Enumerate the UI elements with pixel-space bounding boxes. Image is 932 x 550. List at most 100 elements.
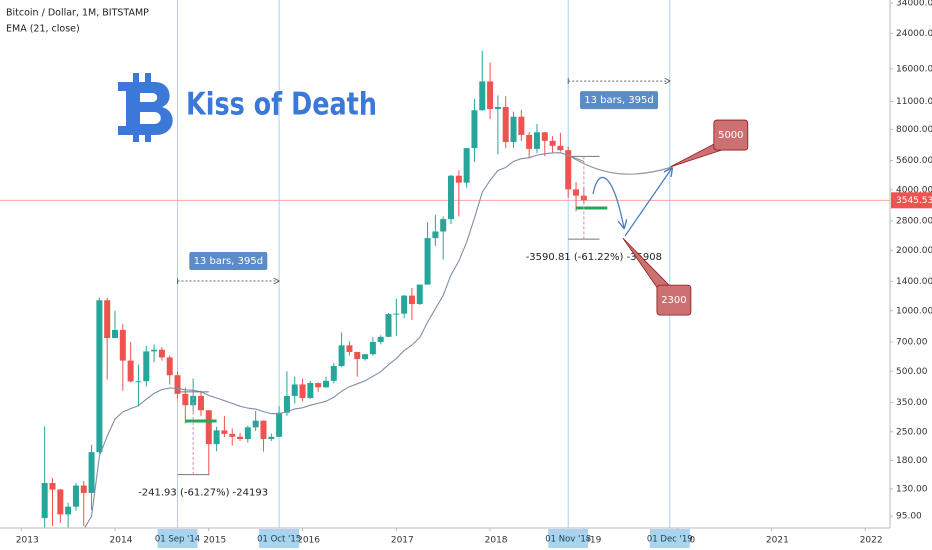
x-tick-label: 2015 (203, 536, 226, 546)
x-tick-label: 2022 (860, 536, 883, 546)
span-box (189, 252, 268, 271)
candle-body (440, 219, 447, 232)
candle-body (479, 81, 486, 111)
candle-body (354, 351, 361, 360)
candle-body (455, 175, 462, 183)
date-marker-label: 01 Nov '18 (545, 535, 591, 545)
candle-body (385, 314, 392, 337)
candle-body (229, 433, 236, 437)
candle-body (205, 410, 212, 445)
candle-body (244, 427, 251, 440)
date-marker-box (259, 529, 300, 548)
candle-body (268, 436, 275, 440)
candle-body (182, 393, 189, 406)
projection-curve (567, 154, 673, 175)
span-label: 13 bars, 395d (584, 95, 654, 106)
candle-body (315, 383, 322, 388)
candle-body (322, 380, 329, 388)
candle-body (416, 284, 423, 305)
candle-body (143, 351, 150, 382)
candle-body (408, 295, 415, 305)
date-marker-box (649, 529, 690, 548)
candle-body (526, 134, 533, 149)
chart-title: Bitcoin / Dollar, 1M, BITSTAMP (6, 8, 149, 19)
candle-body (127, 360, 134, 382)
callout-box (713, 119, 749, 151)
candle-body (96, 300, 103, 453)
candle-body (510, 116, 517, 142)
y-tick-label: 11000.00 (896, 97, 932, 107)
candle-body (299, 384, 306, 399)
callout-label: 2300 (661, 295, 686, 306)
callout-box (656, 284, 692, 316)
y-tick-label: 5600.00 (896, 156, 932, 166)
headline: Kiss of Death (186, 87, 377, 123)
x-tick-label: 2014 (110, 536, 133, 546)
date-marker-box (548, 529, 589, 548)
span-label: 13 bars, 395d (194, 256, 264, 267)
y-tick-label: 2800.00 (896, 216, 932, 226)
candle-body (432, 231, 439, 239)
y-tick-label: 95.00 (896, 512, 922, 522)
candle-body (487, 81, 494, 109)
date-marker-label: 01 Sep '14 (155, 535, 200, 545)
candle-body (502, 106, 509, 142)
candle-body (463, 148, 470, 183)
x-tick-label: 2017 (391, 536, 414, 546)
candle-body (213, 430, 220, 445)
candle-body (151, 349, 158, 352)
candle-body (221, 430, 228, 434)
y-tick-label: 2000.00 (896, 246, 932, 256)
candle-body (88, 452, 95, 493)
candle-body (518, 116, 525, 135)
measure-label: -3590.81 (-61.22%) -35908 (526, 252, 662, 263)
candle-body (112, 329, 119, 339)
candle-body (166, 357, 173, 376)
candle-body (252, 420, 259, 428)
candle-body (174, 375, 181, 394)
y-tick-label: 8000.00 (896, 125, 932, 135)
candle-body (291, 384, 298, 396)
projection-arrow (624, 168, 672, 237)
y-tick-label: 34000.00 (896, 0, 932, 9)
candle-body (401, 295, 408, 314)
candle-body (533, 132, 540, 149)
x-tick-label: 2016 (297, 536, 320, 546)
candle-body (57, 489, 64, 515)
y-tick-label: 250.00 (896, 427, 928, 437)
candle-body (362, 354, 369, 360)
y-tick-label: 1000.00 (896, 306, 932, 316)
measure-label: -241.93 (-61.27%) -24193 (138, 488, 268, 499)
candle-body (369, 341, 376, 355)
span-box (580, 91, 659, 110)
candle-body (565, 150, 572, 190)
candle-body (330, 366, 337, 381)
candle-body (471, 110, 478, 149)
y-tick-label: 130.00 (896, 484, 928, 494)
last-price-label: 3545.53 (896, 196, 932, 206)
candle-body (307, 383, 314, 399)
candle-body (190, 395, 197, 406)
candle-body (80, 485, 87, 493)
date-marker-label: 01 Oct '15 (257, 535, 301, 545)
y-tick-label: 180.00 (896, 456, 928, 466)
candle-body (41, 482, 48, 519)
candle-body (65, 506, 72, 515)
candle-body (541, 132, 548, 141)
candle-body (135, 381, 142, 383)
candle-body (346, 345, 353, 352)
y-tick-label: 16000.00 (896, 64, 932, 74)
date-marker-box (157, 529, 198, 548)
y-tick-label: 700.00 (896, 337, 928, 347)
plot-area: -241.93 (-61.27%) -24193 -3590.81 (-61.22… (0, 0, 890, 528)
candle-body (119, 329, 126, 361)
candle-body (104, 300, 111, 339)
candle-body (237, 436, 244, 440)
y-tick-label: 1400.00 (896, 277, 932, 287)
x-tick-label: 2013 (16, 536, 39, 546)
indicator-name: EMA (21, close) (6, 24, 80, 35)
x-tick-label: 2018 (485, 536, 508, 546)
y-tick-label: 500.00 (896, 367, 928, 377)
